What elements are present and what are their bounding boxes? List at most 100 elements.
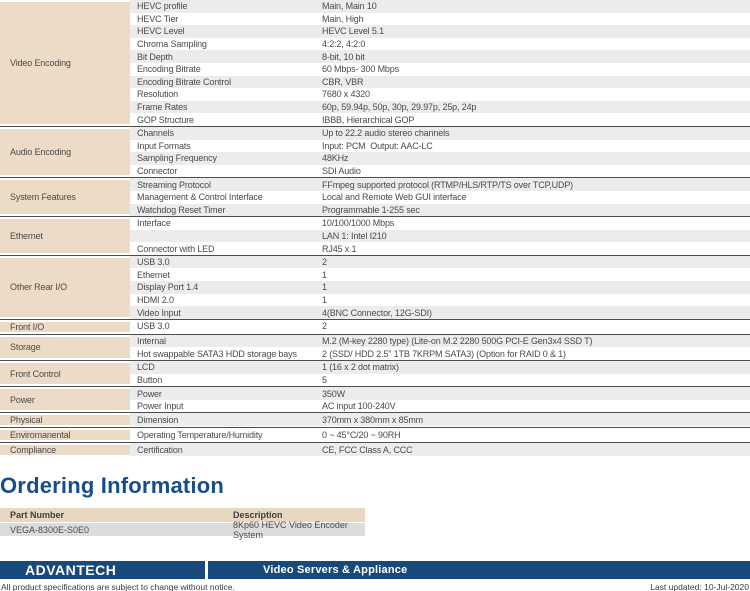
spec-item-label: HEVC Level [137,26,185,37]
spec-item-value: IBBB, Hierarchical GOP [322,114,415,125]
spec-item-label: Power [137,388,162,399]
spec-section: Ethernet Interface 10/100/1000 Mbps LAN 1: … [0,216,750,255]
spec-section-rows: Streaming Protocol FFmpeg supported proto… [130,178,750,217]
spec-section-rows: Power 350W Power Input AC input 100-240V [130,387,750,413]
spec-item-value: 0 ~ 45°C/20 ~ 90RH [322,429,401,440]
spec-item-value: 1 (16 x 2 dot matrix) [322,362,399,373]
spec-item-value: Local and Remote Web GUI interface [322,192,467,203]
category-cell: Front I/O [0,321,130,332]
spec-item-label: Ethernet [137,269,170,280]
spec-item-label: Channels [137,128,174,139]
spec-item-label: HEVC Tier [137,13,179,24]
ordering-table-header: Part Number Description [0,508,365,523]
spec-row: HEVC Tier Main, High [130,12,750,26]
spec-item-value: Main, High [322,13,364,24]
spec-item-value: 370mm x 380mm x 85mm [322,414,424,425]
spec-item-value: CBR, VBR [322,76,364,87]
spec-section-rows: Certification CE, FCC Class A, CCC [130,443,750,457]
spec-row: Frame Rates 60p, 59.94p, 50p, 30p, 29.97p… [130,100,750,114]
spec-row: Ethernet 1 [130,268,750,282]
spec-item-label: Operating Temperature/Humidity [137,429,263,440]
spec-row: USB 3.0 2 [130,319,750,333]
spec-item-value: Up to 22.2 audio stereo channels [322,128,450,139]
spec-item-label: Management & Control Interface [137,192,263,203]
spec-row: Chroma Sampling 4:2:2, 4:2:0 [130,37,750,51]
spec-row: Connector with LED RJ45 x 1 [130,242,750,255]
spec-item-value: M.2 (M-key 2280 type) (Lite-on M.2 2280 … [322,336,593,347]
spec-section: Other Rear I/O USB 3.0 2 Ethernet 1 Display P… [0,254,750,319]
spec-section-rows: USB 3.0 2 [130,319,750,334]
spec-item-label: Connector [137,166,178,177]
spec-item-value: SDI Audio [322,166,361,177]
spec-item-value: Main, Main 10 [322,1,377,12]
spec-item-label: Encoding Bitrate [137,64,201,75]
spec-section: Video Encoding HEVC profile Main, Main 10 H… [0,0,750,126]
spec-row: Streaming Protocol FFmpeg supported proto… [130,178,750,191]
spec-item-value: 2 [322,257,327,268]
spec-item-label: Video Input [137,307,181,318]
spec-section-rows: Interface 10/100/1000 Mbps LAN 1: Intel I2… [130,217,750,255]
spec-item-label: Display Port 1.4 [137,282,199,293]
spec-row: Certification CE, FCC Class A, CCC [130,443,750,456]
spec-item-value: 60 Mbps- 300 Mbps [322,64,399,75]
brand-footer-bar: ADVANTECH Video Servers & Appliance [0,561,750,580]
spec-row: LCD 1 (16 x 2 dot matrix) [130,361,750,374]
category-cell: Ethernet [0,219,130,253]
spec-item-label: Interface [137,218,171,229]
spec-row: HEVC profile Main, Main 10 [130,0,750,13]
spec-section: Compliance Certification CE, FCC Class A, … [0,442,750,457]
spec-item-label: Encoding Bitrate Control [137,76,231,87]
spec-item-value: 1 [322,269,327,280]
ordering-information-heading: Ordering Information [0,473,224,499]
spec-section: Front I/O USB 3.0 2 [0,318,750,334]
category-cell: Compliance [0,445,130,456]
category-cell: Audio Encoding [0,128,130,176]
spec-row: Video Input 4(BNC Connector, 12G-SDI) [130,306,750,319]
spec-section: Physical Dimension 370mm x 380mm x 85mm [0,412,750,427]
spec-section: Power Power 350W Power Input AC input 100-24… [0,386,750,413]
spec-row: Encoding Bitrate 60 Mbps- 300 Mbps [130,62,750,76]
spec-item-value: 48KHz [322,153,349,164]
category-cell: Enviromanental [0,430,130,441]
spec-item-label: USB 3.0 [137,257,170,268]
specification-table: Video Encoding HEVC profile Main, Main 10 H… [0,0,750,457]
description-column-header: Description [233,510,283,521]
category-cell: Front Control [0,363,130,385]
spec-row: Channels Up to 22.2 audio stereo channels [130,126,750,140]
category-cell: Power [0,389,130,411]
spec-item-value: FFmpeg supported protocol (RTMP/HLS/RTP/… [322,179,574,190]
spec-item-value: 1 [322,294,327,305]
spec-item-value: 1 [322,282,327,293]
category-cell: Other Rear I/O [0,257,130,317]
spec-item-label: Internal [137,336,166,347]
spec-section-rows: HEVC profile Main, Main 10 HEVC Tier Main, … [130,0,750,126]
spec-row: Input Formats Input: PCM Output: AAC-LC [130,139,750,153]
category-cell: Storage [0,336,130,359]
spec-item-value: 7680 x 4320 [322,89,370,100]
spec-section-rows: LCD 1 (16 x 2 dot matrix) Button 5 [130,361,750,387]
spec-row: Operating Temperature/Humidity 0 ~ 45°C/2… [130,428,750,441]
spec-row: Connector SDI Audio [130,164,750,178]
spec-item-value: 2 (SSD/ HDD 2.5" 1TB 7KRPM SATA3) (Optio… [322,348,566,359]
spec-item-label: Watchdog Reset Timer [137,204,226,215]
spec-item-value: 2 [322,321,327,332]
spec-item-value: LAN 1: Intel I210 [322,230,387,241]
spec-item-label: Sampling Frequency [137,153,217,164]
spec-section-rows: Channels Up to 22.2 audio stereo channels… [130,126,750,178]
spec-row: HDMI 2.0 1 [130,293,750,307]
spec-item-value: 350W [322,388,345,399]
spec-row: Watchdog Reset Timer Programmable 1-255 s… [130,203,750,217]
spec-item-label: Input Formats [137,140,191,151]
part-number-column-header: Part Number [10,510,65,521]
spec-item-label: Dimension [137,414,179,425]
spec-item-value: CE, FCC Class A, CCC [322,444,413,455]
footer-bar-separator [205,561,208,580]
spec-item-label: Streaming Protocol [137,179,211,190]
spec-item-value: Programmable 1-255 sec [322,204,420,215]
spec-item-label: Hot swappable SATA3 HDD storage bays [137,348,297,359]
spec-section: System Features Streaming Protocol FFmpeg … [0,177,750,217]
spec-section: Storage Internal M.2 (M-key 2280 type) (Li… [0,333,750,361]
product-series-label: Video Servers & Appliance [263,564,408,577]
spec-item-label: Bit Depth [137,51,173,62]
